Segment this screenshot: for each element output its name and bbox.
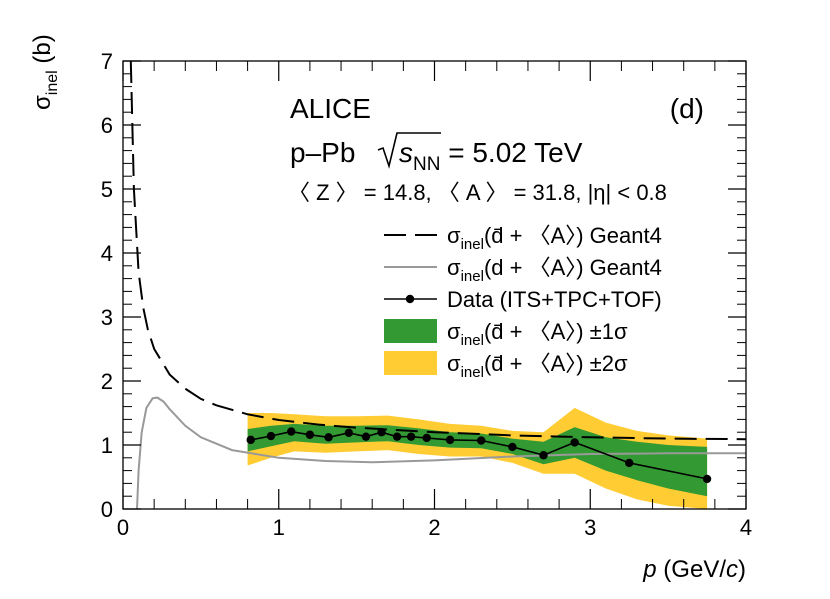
uncertainty-bands bbox=[247, 407, 708, 509]
y-tick-label: 0 bbox=[101, 497, 113, 522]
panel-label: (d) bbox=[670, 93, 704, 124]
data-point bbox=[392, 432, 402, 441]
data-point bbox=[287, 427, 296, 436]
energy-label: sNN = 5.02 TeV bbox=[399, 137, 583, 175]
data-point bbox=[570, 438, 579, 447]
x-tick-label: 1 bbox=[273, 515, 285, 540]
data-point bbox=[624, 458, 634, 468]
y-tick-label: 5 bbox=[101, 177, 113, 202]
x-tick-label: 3 bbox=[584, 515, 596, 540]
legend-label: Data (ITS+TPC+TOF) bbox=[447, 287, 662, 312]
y-tick-label: 4 bbox=[101, 241, 113, 266]
data-point bbox=[406, 432, 416, 441]
geant4-deuteron-curve bbox=[136, 396, 746, 510]
y-tick-label: 3 bbox=[101, 305, 113, 330]
x-tick-label: 4 bbox=[740, 515, 752, 540]
legend-label: σinel(d + 〈A〉) Geant4 bbox=[447, 255, 662, 285]
data-point bbox=[246, 435, 255, 445]
za-label: 〈 Z 〉 = 14.8, 〈 A 〉 = 31.8, |η| < 0.8 bbox=[288, 180, 667, 205]
legend-item-geant4-antideuteron: σinel(d̄ + 〈A〉) Geant4 bbox=[384, 223, 662, 253]
model-curves bbox=[129, 60, 747, 510]
data-point bbox=[377, 428, 386, 437]
legend-swatch bbox=[384, 319, 437, 343]
sqrt-sign bbox=[377, 132, 441, 169]
experiment-label: ALICE bbox=[290, 93, 371, 124]
data-point bbox=[702, 474, 712, 484]
system-label: p–Pb bbox=[290, 137, 355, 168]
y-tick-label: 2 bbox=[101, 369, 113, 394]
x-tick-label: 0 bbox=[117, 515, 129, 540]
data-series bbox=[246, 427, 712, 484]
legend-item-band-1sigma: σinel(d̄ + 〈A〉) ±1σ bbox=[384, 319, 628, 349]
legend-item-geant4-deuteron: σinel(d + 〈A〉) Geant4 bbox=[384, 255, 662, 285]
data-point bbox=[361, 432, 371, 441]
data-point bbox=[266, 431, 276, 441]
band-1sigma bbox=[247, 423, 708, 497]
data-point bbox=[477, 436, 486, 445]
legend-swatch bbox=[384, 351, 437, 375]
data-point bbox=[422, 433, 431, 443]
legend-label: σinel(d̄ + 〈A〉) ±1σ bbox=[447, 319, 628, 349]
data-point bbox=[324, 433, 333, 442]
data-point bbox=[344, 428, 354, 438]
legend-item-band-2sigma: σinel(d̄ + 〈A〉) ±2σ bbox=[384, 351, 628, 381]
legend-label: σinel(d̄ + 〈A〉) ±2σ bbox=[447, 351, 628, 381]
data-point bbox=[305, 430, 315, 439]
legend-marker bbox=[405, 294, 415, 304]
data-point bbox=[508, 442, 517, 452]
data-point bbox=[539, 451, 548, 460]
y-tick-label: 6 bbox=[101, 113, 113, 138]
x-tick-label: 2 bbox=[428, 515, 440, 540]
x-axis-label: p (GeV/c) bbox=[642, 556, 746, 583]
y-tick-label: 7 bbox=[101, 49, 113, 74]
legend-label: σinel(d̄ + 〈A〉) Geant4 bbox=[447, 223, 662, 253]
data-point bbox=[445, 435, 455, 445]
y-axis-label: σinel (b) bbox=[29, 34, 61, 110]
axis-ticks: 0 1 2 3 4 0 1 2 3 4 5 6 7 bbox=[101, 49, 752, 540]
legend-item-data: Data (ITS+TPC+TOF) bbox=[384, 287, 662, 312]
y-tick-label: 1 bbox=[101, 433, 113, 458]
geant4-antideuteron-curve bbox=[129, 60, 747, 441]
